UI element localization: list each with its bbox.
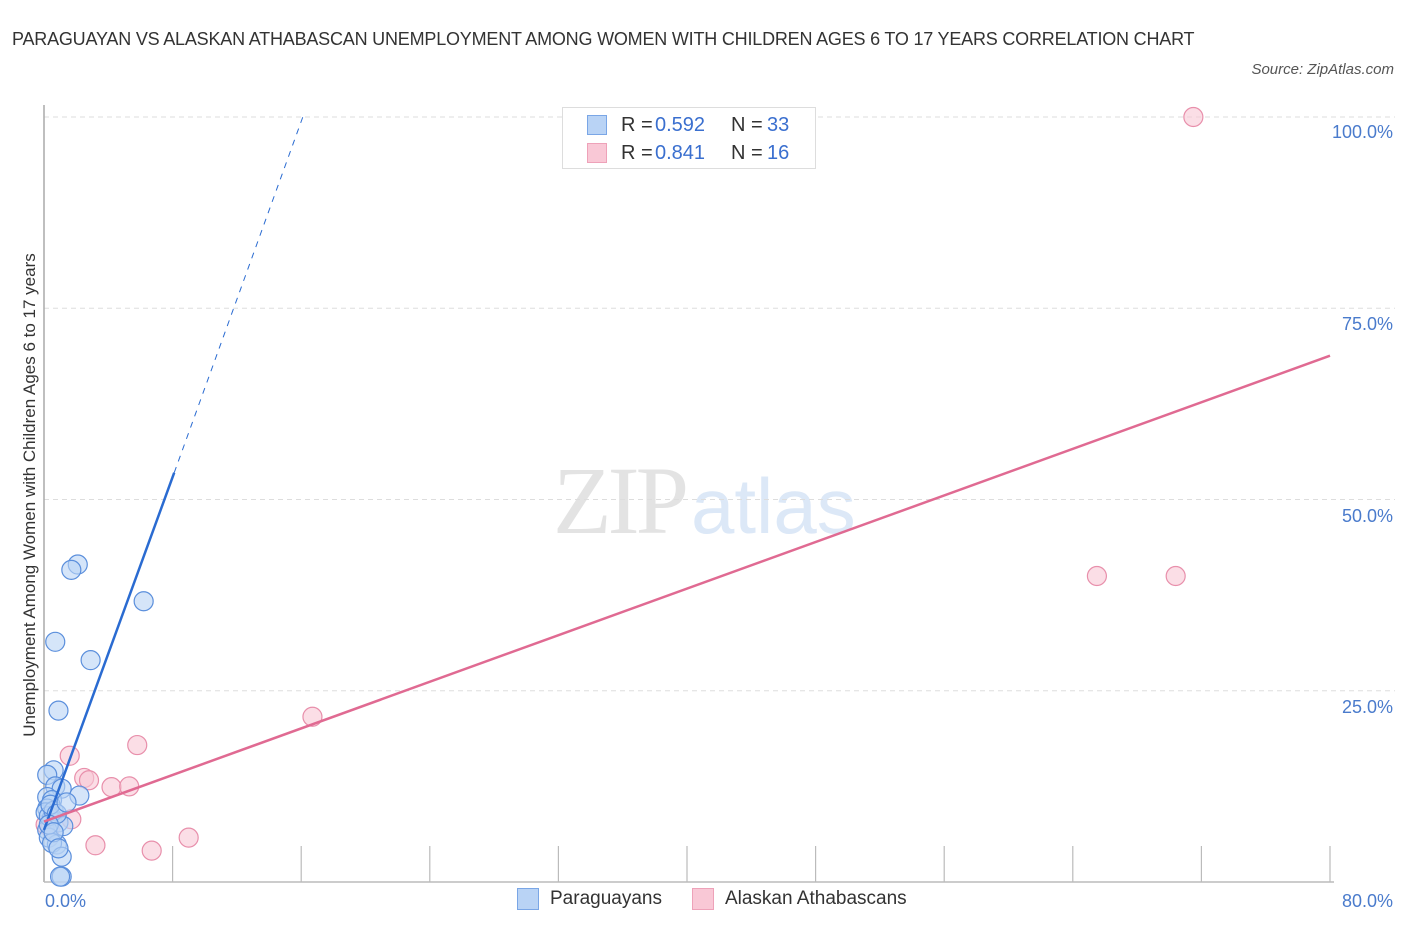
chart-title: PARAGUAYAN VS ALASKAN ATHABASCAN UNEMPLO… bbox=[12, 29, 1195, 49]
watermark: ZIPatlas bbox=[553, 445, 856, 556]
alaskan-point bbox=[85, 835, 106, 856]
y-tick-75: 75.0% bbox=[1341, 314, 1393, 334]
source-credit: Source: ZipAtlas.com bbox=[1251, 61, 1394, 78]
paraguayans-swatch bbox=[587, 115, 607, 135]
r-value: 0.841 bbox=[655, 141, 706, 164]
gridlines bbox=[44, 116, 1395, 692]
stats-row-paraguayans: R = 0.592 N = 33 bbox=[587, 113, 789, 137]
paraguayan-point bbox=[133, 591, 154, 612]
paraguayan-point bbox=[49, 866, 71, 887]
n-value: 33 bbox=[767, 113, 790, 136]
watermark-atlas: atlas bbox=[691, 462, 856, 550]
stats-row-alaskan: R = 0.841 N = 16 bbox=[587, 141, 789, 165]
paraguayan-point bbox=[48, 700, 69, 721]
alaskan-point bbox=[127, 734, 148, 756]
paraguayan-point bbox=[48, 838, 69, 859]
alaskan-swatch bbox=[691, 888, 714, 910]
axes bbox=[43, 105, 1334, 883]
alaskan-point bbox=[1183, 106, 1204, 128]
alaskan-point bbox=[1086, 565, 1108, 587]
alaskan-athabascans-points bbox=[35, 106, 1204, 861]
alaskan-point bbox=[178, 827, 199, 848]
y-tick-25: 25.0% bbox=[1341, 697, 1393, 717]
paraguayan-point bbox=[61, 559, 82, 580]
r-label: R = bbox=[621, 113, 653, 136]
alaskan-trendline bbox=[43, 354, 1331, 823]
x-tick-0: 0.0% bbox=[45, 891, 87, 911]
n-label: N = bbox=[731, 141, 763, 164]
paraguayan-point bbox=[45, 631, 66, 652]
alaskan-point bbox=[1165, 565, 1186, 587]
legend-item-paraguayans[interactable]: Paraguayans bbox=[517, 888, 662, 910]
paraguayan-point bbox=[80, 650, 101, 671]
alaskan-point bbox=[78, 770, 100, 791]
legend-label: Alaskan Athabascans bbox=[724, 888, 907, 909]
legend-item-alaskan-athabascans[interactable]: Alaskan Athabascans bbox=[691, 888, 907, 910]
watermark-zip: ZIP bbox=[553, 447, 689, 554]
paraguayan-point bbox=[56, 792, 77, 813]
n-label: N = bbox=[731, 113, 763, 136]
paraguayans-swatch bbox=[517, 888, 539, 910]
n-value: 16 bbox=[767, 141, 790, 164]
series-legend: Paraguayans Alaskan Athabascans bbox=[517, 888, 937, 910]
alaskan-point bbox=[141, 840, 162, 861]
alaskan-swatch bbox=[587, 143, 607, 163]
paraguayans-trendline bbox=[42, 472, 176, 831]
r-value: 0.592 bbox=[655, 113, 706, 136]
y-tick-100: 100.0% bbox=[1331, 122, 1393, 142]
paraguayans-trendline-extension bbox=[173, 116, 304, 473]
r-label: R = bbox=[621, 141, 653, 164]
y-tick-50: 50.0% bbox=[1341, 506, 1393, 526]
trendlines bbox=[42, 116, 1331, 831]
stats-legend: R = 0.592 N = 33 R = 0.841 N = 16 bbox=[562, 107, 816, 169]
legend-label: Paraguayans bbox=[550, 888, 662, 909]
x-tick-80: 80.0% bbox=[1341, 891, 1393, 911]
